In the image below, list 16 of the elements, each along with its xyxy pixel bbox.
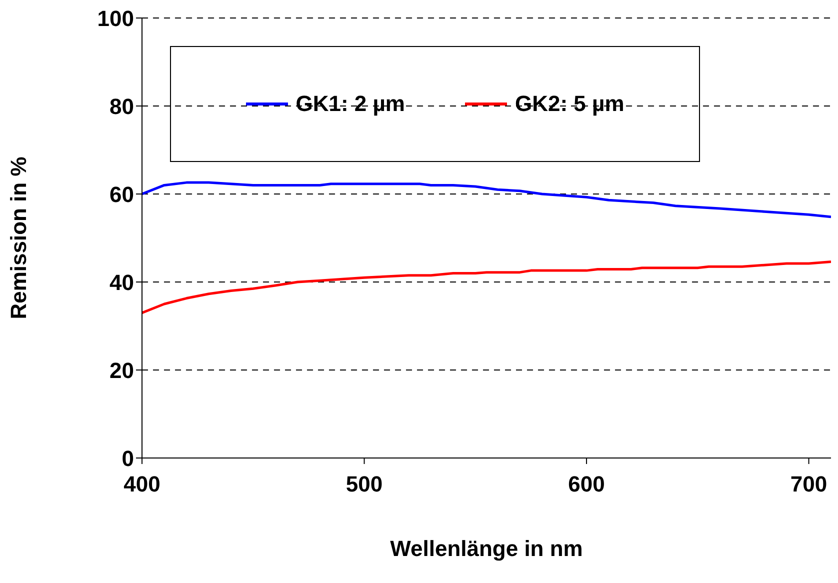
x-tick-label: 500 [346, 472, 383, 497]
y-tick-label: 60 [110, 182, 134, 207]
x-tick-label: 600 [568, 472, 605, 497]
line-series [142, 181, 831, 218]
y-tick-label: 0 [122, 446, 134, 471]
y-axis-title: Remission in % [6, 156, 31, 320]
y-tick-label: 20 [110, 358, 134, 383]
y-tick-label: 80 [110, 94, 134, 119]
x-tick-label: 700 [790, 472, 828, 497]
legend-label: GK2: 5 µm [515, 91, 624, 117]
x-tick-label: 400 [124, 472, 160, 497]
x-axis-title: Wellenlänge in nm [390, 536, 583, 561]
y-tick-label: 100 [97, 6, 134, 31]
line-series [142, 260, 831, 314]
legend-label: GK1: 2 µm [296, 91, 405, 117]
y-tick-label: 40 [110, 270, 134, 295]
